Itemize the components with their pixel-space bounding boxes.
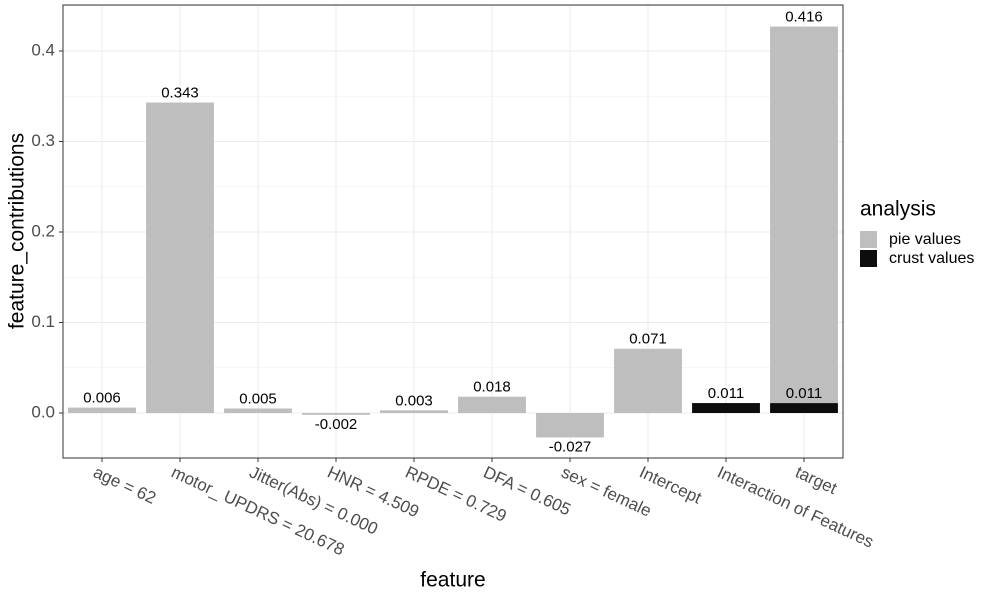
bar [770, 403, 838, 414]
legend-key [860, 231, 877, 248]
legend-label: crust values [889, 250, 974, 267]
y-tick-label: 0.4 [31, 40, 55, 59]
bar [614, 348, 682, 414]
x-tick-label: target [792, 462, 840, 498]
bar [146, 102, 214, 414]
value-label: 0.011 [786, 385, 822, 402]
value-label: 0.005 [239, 390, 277, 407]
bar [224, 408, 292, 414]
marks [68, 26, 838, 438]
value-label: 0.343 [161, 85, 199, 102]
value-label: 0.011 [708, 385, 744, 402]
bar [68, 407, 136, 414]
value-label: 0.416 [785, 9, 823, 26]
value-label: 0.006 [83, 390, 121, 407]
legend-key [860, 250, 877, 267]
y-axis-title: feature_contributions [6, 133, 29, 329]
legend-title: analysis [860, 198, 936, 221]
bar [692, 403, 760, 414]
bar [770, 26, 838, 404]
value-label: 0.071 [629, 331, 667, 348]
x-axis-title: feature [420, 569, 485, 592]
legend-label: pie values [889, 231, 961, 248]
x-tick-label: age = 62 [90, 462, 158, 507]
legend: pie values crust values [860, 231, 974, 267]
bar [302, 413, 370, 415]
value-label: 0.003 [395, 392, 433, 409]
value-label: -0.002 [315, 416, 358, 433]
bar [536, 413, 604, 438]
y-tick-label: 0.3 [31, 131, 55, 150]
bar [458, 396, 526, 414]
y-tick-label: 0.0 [31, 403, 55, 422]
y-tick-label: 0.2 [31, 221, 55, 240]
bar [380, 410, 448, 414]
y-tick-label: 0.1 [31, 312, 55, 331]
value-label: -0.027 [549, 438, 592, 455]
value-label: 0.018 [473, 379, 511, 396]
